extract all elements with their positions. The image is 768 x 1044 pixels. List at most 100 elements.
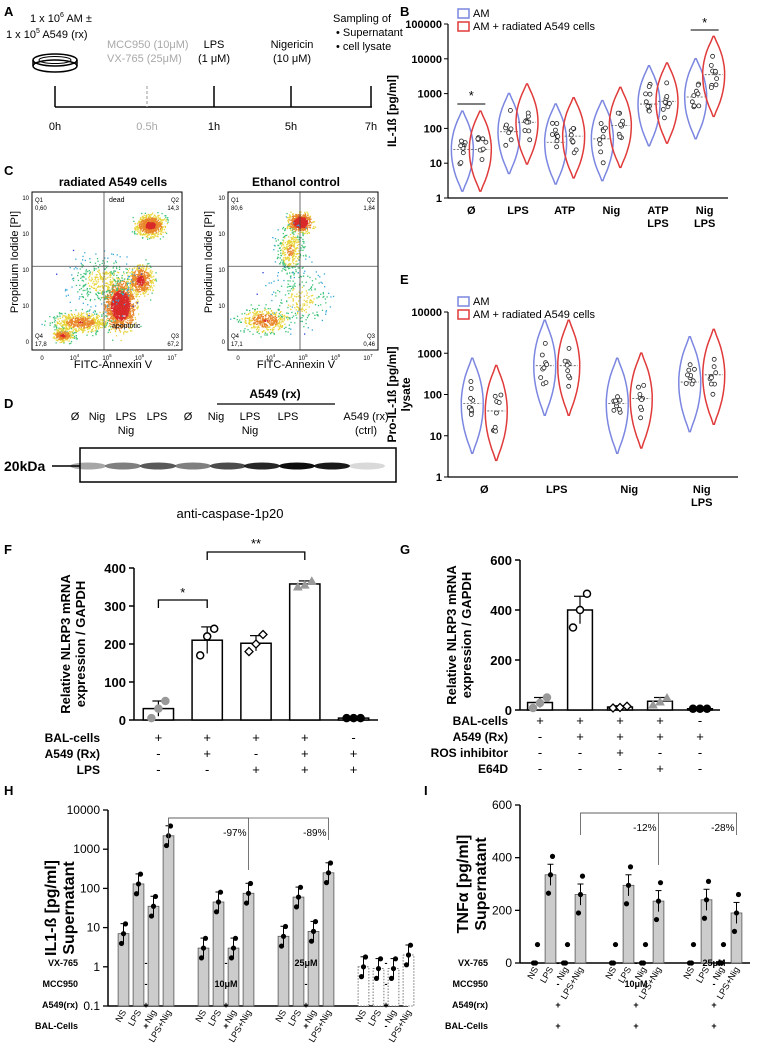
blot-band xyxy=(349,462,385,470)
x-tick-label: LPS xyxy=(366,1008,383,1028)
nigericin-conc: (10 μM) xyxy=(273,53,311,65)
gate-label-apoptotic: apoptotic xyxy=(112,323,141,330)
condition-cell: + xyxy=(656,761,664,776)
data-point xyxy=(564,941,571,948)
condition-row-label: E64D xyxy=(478,762,508,776)
x-tick-label: LPS xyxy=(647,218,668,230)
data-point xyxy=(565,368,571,374)
condition-cell: + xyxy=(223,1000,228,1010)
condition-cell: + xyxy=(303,1000,308,1010)
data-point xyxy=(598,121,604,126)
y-axis-label-2: Supernatant xyxy=(473,837,490,931)
data-point xyxy=(713,82,719,88)
blot-caption: anti-caspase-1p20 xyxy=(177,506,284,521)
data-point xyxy=(388,975,395,981)
data-point xyxy=(544,362,550,367)
data-point xyxy=(323,880,330,886)
legend-label: AM xyxy=(473,296,490,308)
flow-x-tick: 104 xyxy=(266,353,276,362)
violin-am xyxy=(637,65,661,147)
flow-x-tick: 107 xyxy=(167,353,177,362)
y-tick-label: 0 xyxy=(505,703,512,718)
blot-lane-label: Ø xyxy=(184,411,193,423)
data-point xyxy=(280,933,287,939)
data-point xyxy=(695,82,701,88)
data-point xyxy=(690,941,697,948)
data-point xyxy=(562,960,569,966)
y-tick-label: 10 xyxy=(430,158,442,170)
data-point xyxy=(660,107,666,112)
data-point xyxy=(687,362,693,368)
condition-cell: + xyxy=(696,729,704,744)
y-tick-label: 0 xyxy=(119,713,126,728)
y-tick-label: 600 xyxy=(492,798,512,812)
bar xyxy=(372,968,385,1007)
data-point xyxy=(493,410,499,416)
data-point xyxy=(468,379,474,384)
x-tick-label: Ø xyxy=(467,205,476,217)
y-tick-label: 10000 xyxy=(411,54,442,66)
condition-row-label: MCC950 xyxy=(42,979,78,989)
flow-plot-ethanol: Q1 80,6 Q2 1,84 Q4 17,1 Q3 0,46 0 104 105 106 107 0 10… xyxy=(218,191,379,362)
condition-row-label: BAL-Cells xyxy=(445,1021,488,1031)
data-point xyxy=(244,646,254,657)
data-point xyxy=(582,589,592,598)
data-point xyxy=(538,375,544,381)
data-point xyxy=(568,132,574,138)
data-point xyxy=(702,704,712,713)
condition-cell: - xyxy=(225,958,228,968)
data-point xyxy=(492,424,498,430)
blot-lane-label: Nig xyxy=(242,425,259,437)
data-point xyxy=(611,407,617,413)
data-point xyxy=(600,160,606,166)
data-point xyxy=(692,366,697,372)
condition-cell: + xyxy=(656,729,664,744)
y-tick-label: 1000 xyxy=(418,89,442,101)
data-point xyxy=(148,913,155,919)
condition-cell: + xyxy=(203,730,211,745)
condition-cell: - xyxy=(538,761,542,776)
quadrant-q4-value: 17,8 xyxy=(35,342,47,348)
data-point xyxy=(195,651,205,660)
condition-cell: + xyxy=(350,746,358,761)
data-point xyxy=(662,115,667,121)
data-point xyxy=(524,119,530,125)
violin-am xyxy=(678,335,702,433)
blot-lane-label: Ø xyxy=(71,411,80,423)
quadrant-q3-label: Q3 xyxy=(367,334,376,340)
data-point xyxy=(135,881,142,887)
data-point xyxy=(553,127,558,133)
sampling-item-1: • Supernatant xyxy=(336,27,403,39)
data-point xyxy=(527,137,533,143)
violin-am-rx xyxy=(655,62,679,144)
data-point xyxy=(714,76,719,81)
data-point xyxy=(618,122,623,127)
data-point xyxy=(615,394,620,400)
data-point xyxy=(696,103,702,109)
data-point xyxy=(550,120,555,126)
flow-y-tick: 10 xyxy=(218,232,225,238)
data-point xyxy=(643,91,648,97)
violin-am xyxy=(590,99,615,182)
blot-band xyxy=(70,462,106,470)
data-point xyxy=(620,118,625,124)
data-point xyxy=(720,941,727,948)
y-tick-label: 10 xyxy=(430,431,442,443)
data-point xyxy=(638,415,643,421)
flow-x-tick: 106 xyxy=(135,353,145,362)
data-point xyxy=(458,160,464,166)
condition-row-label: BAL-Cells xyxy=(35,1021,78,1031)
data-point xyxy=(713,68,718,74)
condition-cell: + xyxy=(576,729,584,744)
y-tick-label: 100 xyxy=(424,390,442,402)
condition-cell: 25μM xyxy=(702,958,725,968)
data-point xyxy=(468,386,474,391)
data-point xyxy=(709,375,714,381)
data-point xyxy=(458,143,464,149)
y-tick-label: 200 xyxy=(104,637,126,652)
condition-cell: + xyxy=(301,730,309,745)
condition-cell: - xyxy=(385,958,388,968)
data-point xyxy=(545,890,552,896)
data-point xyxy=(390,965,397,972)
